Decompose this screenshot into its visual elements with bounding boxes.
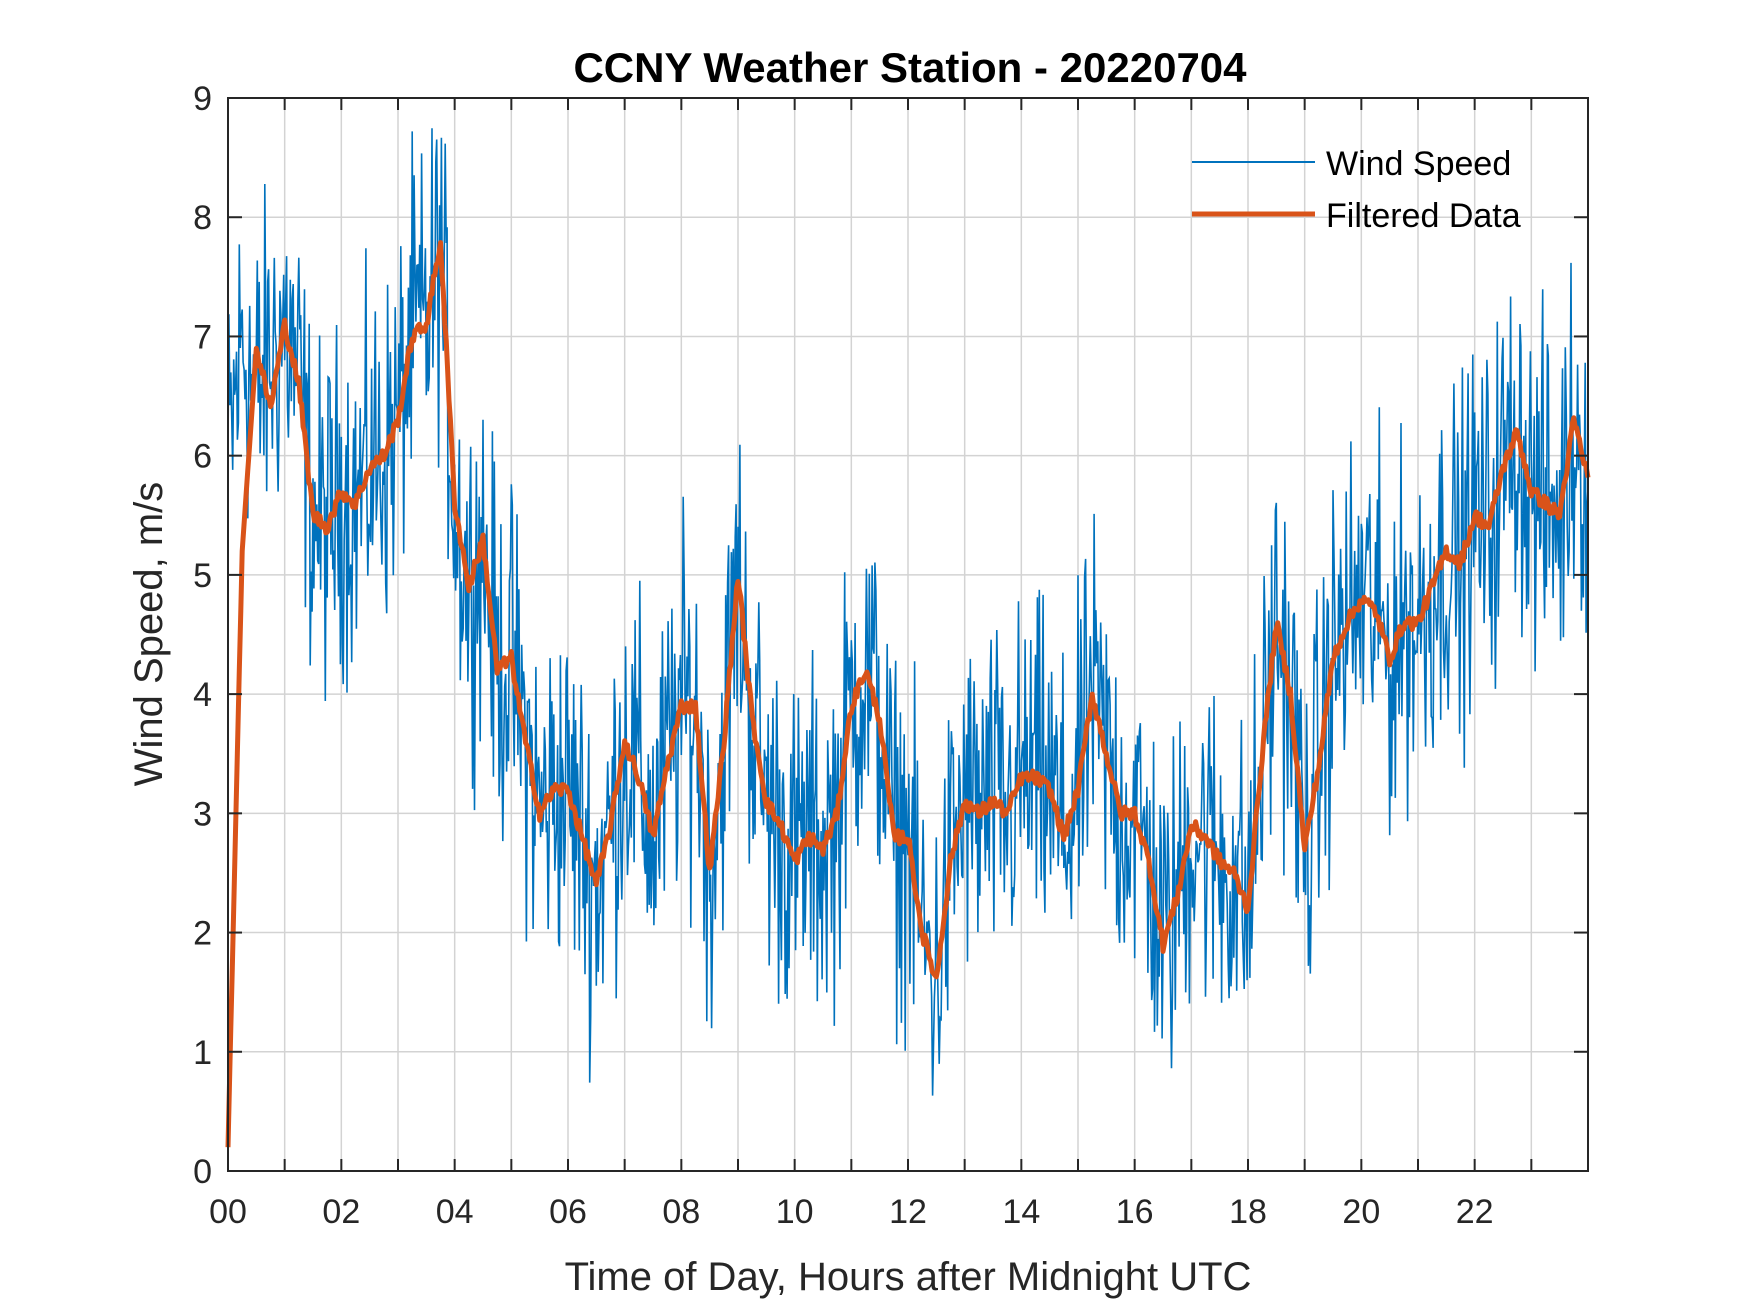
x-tick-label: 08 [662, 1193, 700, 1231]
y-tick-label: 0 [193, 1153, 212, 1191]
x-tick-label: 22 [1456, 1193, 1494, 1231]
line-filtered-data [225, 240, 1591, 1148]
y-tick-label: 5 [193, 557, 212, 595]
y-tick-label: 9 [193, 80, 212, 118]
y-tick-label: 1 [193, 1034, 212, 1072]
y-axis-label: Wind Speed, m/s [127, 482, 171, 787]
y-tick-label: 4 [193, 676, 212, 714]
x-tick-label: 06 [549, 1193, 587, 1231]
x-tick-label: 04 [436, 1193, 474, 1231]
x-tick-label: 02 [322, 1193, 360, 1231]
axis-ticks [227, 97, 1589, 1172]
y-tick-label: 8 [193, 199, 212, 237]
y-tick-labels: 0 1 2 3 4 5 6 7 8 9 [193, 80, 212, 1191]
chart-title: CCNY Weather Station - 20220704 [573, 44, 1247, 91]
y-tick-label: 6 [193, 438, 212, 476]
series-filtered-data [225, 240, 1591, 1148]
y-tick-label: 3 [193, 795, 212, 833]
x-tick-label: 14 [1002, 1193, 1040, 1231]
x-tick-label: 18 [1229, 1193, 1267, 1231]
legend-label-filtered-data: Filtered Data [1326, 197, 1521, 235]
x-tick-label: 20 [1342, 1193, 1380, 1231]
legend: Wind Speed Filtered Data [1192, 145, 1521, 235]
y-tick-label: 7 [193, 318, 212, 356]
x-tick-labels: 00 02 04 06 08 10 12 14 16 18 20 22 [209, 1193, 1493, 1231]
x-tick-label: 12 [889, 1193, 927, 1231]
legend-label-wind-speed: Wind Speed [1326, 145, 1511, 183]
y-tick-label: 2 [193, 915, 212, 953]
x-tick-label: 00 [209, 1193, 247, 1231]
x-tick-label: 16 [1116, 1193, 1154, 1231]
plot-area [225, 97, 1591, 1172]
grid-lines [228, 98, 1588, 1171]
x-tick-label: 10 [776, 1193, 814, 1231]
x-axis-label: Time of Day, Hours after Midnight UTC [565, 1255, 1252, 1299]
